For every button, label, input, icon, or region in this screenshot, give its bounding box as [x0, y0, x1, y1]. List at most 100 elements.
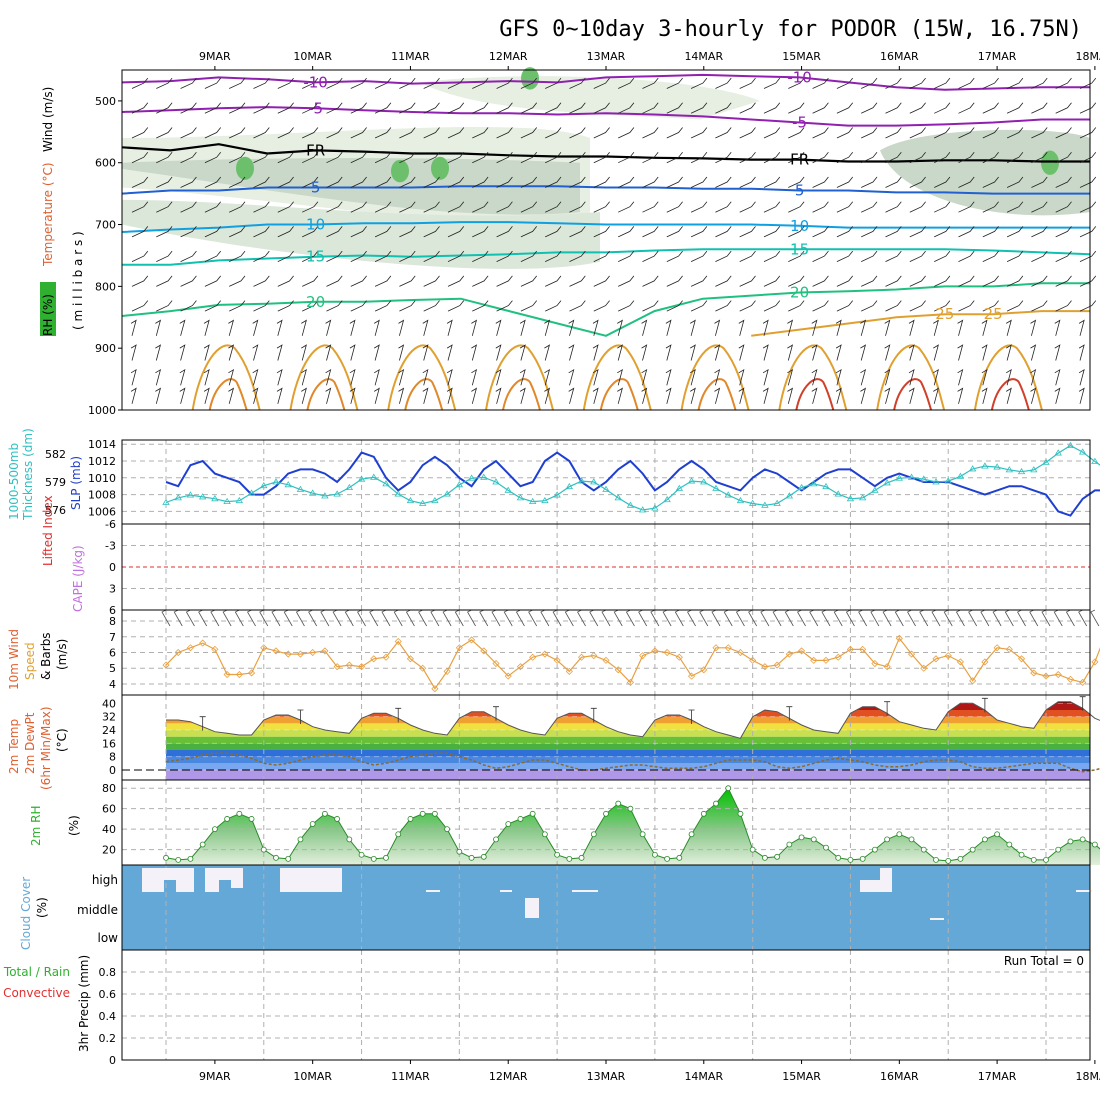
wind-barb — [156, 300, 173, 312]
wind-barb — [131, 77, 149, 89]
wind10m-barb — [1053, 609, 1063, 627]
wind-barb — [569, 250, 586, 262]
wind-barb — [472, 77, 489, 89]
wind-barb — [982, 201, 999, 213]
wind10m-point — [956, 658, 965, 666]
wind-barb — [302, 275, 319, 287]
wind-barb — [496, 275, 513, 287]
wind10m-barb — [735, 609, 745, 627]
rh-area — [166, 788, 1100, 865]
wind-barb — [446, 344, 453, 361]
wind10m-point — [370, 655, 378, 663]
axis-label-cape: CAPE (J/kg) — [71, 545, 85, 612]
y-tick-label: 24 — [102, 724, 116, 737]
wind10m-point — [1091, 658, 1099, 666]
wind10m-barb — [491, 609, 501, 627]
wind-barb — [131, 250, 149, 262]
wind10m-barb — [821, 609, 831, 627]
wind10m-barb — [1004, 609, 1014, 627]
wind-barb — [1054, 387, 1061, 404]
y-tick-label: 0.4 — [99, 1010, 117, 1023]
wind-barb — [545, 226, 562, 238]
wind-barb — [739, 250, 756, 262]
wind-barb — [933, 344, 939, 361]
wind-barb — [617, 368, 623, 386]
wind-barb — [569, 102, 586, 114]
wind-barb — [788, 127, 805, 139]
wind-barb — [885, 226, 902, 238]
cloud-block — [868, 880, 880, 892]
wind10m-barb — [1078, 609, 1088, 627]
wind-barb — [642, 250, 659, 262]
rh-point — [187, 855, 194, 862]
wind-barb — [1006, 176, 1024, 188]
wind10m-barb — [1017, 609, 1026, 627]
rh-point — [578, 854, 585, 861]
wind-barb — [982, 77, 999, 89]
wind-barb — [1030, 387, 1037, 404]
wind-barb — [958, 250, 975, 262]
slp-tick-label: 1012 — [88, 455, 116, 468]
isotherm-line — [751, 310, 1090, 337]
wind10m-barb — [430, 609, 440, 627]
wind10m-point — [871, 659, 879, 668]
wind-barb — [642, 226, 659, 238]
axis-label-cloud-unit: (%) — [35, 897, 49, 918]
wind10m-point — [272, 647, 280, 655]
wind-barb — [981, 319, 988, 336]
wind10m-point — [553, 656, 561, 664]
thickness-point — [638, 506, 647, 513]
axis-label-temperature: Temperature (°C) — [41, 162, 55, 267]
axis-label-slp: SLP (mb) — [69, 456, 83, 510]
wind-barb — [276, 387, 283, 404]
wind-barb — [641, 368, 648, 386]
isotherm-label: FR — [790, 151, 809, 169]
wind-barb — [1078, 319, 1085, 336]
wind-barb — [1079, 226, 1097, 238]
wind-barb — [155, 387, 162, 404]
wind10m-point — [565, 667, 573, 675]
wind-barb — [982, 176, 999, 188]
wind-barb — [934, 300, 951, 312]
wind-barb — [447, 226, 465, 238]
rh-point — [676, 854, 683, 861]
rh-point — [407, 816, 414, 822]
wind-barb — [1055, 102, 1072, 114]
wind-barb — [958, 151, 975, 164]
boundary-layer-isotherm — [876, 344, 946, 411]
thickness-point — [480, 473, 488, 480]
wind-barb — [641, 319, 648, 336]
wind-barb — [495, 344, 502, 361]
wind10m-point — [675, 653, 683, 661]
rh-point — [444, 826, 451, 833]
wind-barb — [325, 368, 332, 386]
wind10m-point — [883, 663, 891, 671]
wind-barb — [715, 102, 732, 114]
wind10m-point — [907, 650, 916, 658]
wind-barb — [958, 275, 975, 287]
wind-barb — [326, 102, 343, 114]
wind-barb — [1054, 344, 1061, 361]
rh-saturated-spot — [391, 159, 409, 183]
date-label-bottom: 17MAR — [978, 1070, 1017, 1083]
wind-barb — [642, 151, 659, 164]
wind-barb — [617, 344, 623, 361]
wind-barb — [204, 77, 222, 89]
boundary-layer-isotherm — [990, 378, 1030, 411]
wind-barb — [496, 151, 513, 164]
wind-barb — [302, 300, 319, 312]
dewpoint-line — [165, 752, 1100, 773]
wind10m-point — [480, 647, 488, 655]
axis-label-lifted-index: Lifted Index — [41, 495, 55, 566]
rh-point — [419, 810, 426, 817]
rh-point — [1091, 841, 1098, 848]
wind-barb — [302, 250, 319, 262]
wind-barb — [1030, 344, 1037, 361]
boundary-layer-isotherm — [208, 378, 248, 411]
wind-barb — [302, 127, 319, 139]
wind-barb — [130, 319, 137, 336]
wind-barb — [568, 344, 575, 361]
wind-barb — [1031, 300, 1048, 312]
rh-point — [688, 831, 695, 838]
wind10m-barb — [442, 609, 452, 627]
